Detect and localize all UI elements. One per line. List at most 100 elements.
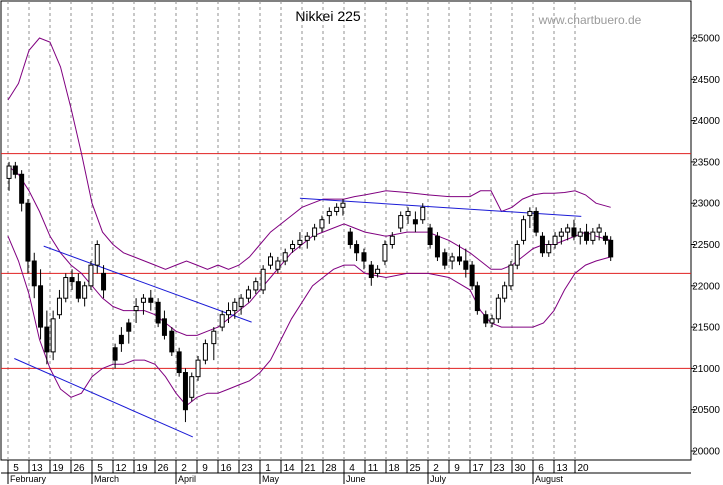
y-tick-label: 21500 [692,323,720,334]
candle-body [521,219,527,241]
y-tick-label: 22500 [692,240,720,251]
candle-body [202,343,208,361]
x-day-label: 23 [493,463,505,474]
candle-body [361,252,367,262]
trendline [43,245,252,323]
x-day-label: 28 [325,463,337,474]
candle-body [474,285,480,312]
candle-body [368,264,374,279]
candle-body [260,268,266,291]
candle-body [232,301,238,312]
x-day-label: 21 [304,463,316,474]
candle-body [584,231,590,241]
y-tick-label: 23000 [692,199,720,210]
candle-body [508,264,514,287]
candle-body [69,277,75,283]
x-day-label: 20 [577,463,589,474]
candle-body [514,244,520,266]
plot-frame [0,0,692,461]
candle-body [463,260,469,270]
candle-body [565,227,571,233]
bollinger-layer [7,37,611,407]
x-day-label: 25 [409,463,421,474]
y-tick-label: 21000 [692,364,720,375]
candle-body [483,314,489,324]
x-day-label: 9 [202,463,208,474]
candle-body [389,235,395,246]
x-day-label: 5 [13,463,19,474]
candle-body [282,252,288,262]
candle-body [63,277,69,299]
x-day-label: 12 [115,463,127,474]
candle-body [312,227,318,237]
candle-body [354,244,360,254]
candle-body [112,347,118,361]
candle-body [88,264,94,287]
candle-body [219,314,225,328]
candle-body [140,297,146,303]
candle-body [602,235,608,241]
candle-body [182,372,188,411]
candle-body [275,260,281,270]
y-tick-label: 24500 [692,75,720,86]
candle-body [434,235,440,258]
candle-body [469,264,475,287]
candle-body [12,165,18,175]
x-day-label: 18 [388,463,400,474]
candle-body [38,285,44,328]
x-day-label: 5 [97,463,103,474]
x-day-label: 30 [514,463,526,474]
x-day-label: 13 [31,463,43,474]
candle-body [590,231,596,241]
candle-body [442,252,448,266]
candle-body [211,330,217,345]
candle-body [238,297,244,307]
x-day-label: 13 [556,463,568,474]
candle-body [340,202,346,208]
candle-body [382,244,388,262]
candle-body [405,210,411,217]
x-day-label: 17 [472,463,484,474]
x-day-label: 16 [220,463,232,474]
x-day-label: 26 [157,463,169,474]
x-day-label: 19 [52,463,64,474]
bollinger-lower-line [7,236,611,407]
candle-body [101,272,107,291]
candle-body [245,289,251,299]
x-day-label: 11 [368,463,379,474]
candle-body [577,231,583,237]
candle-body [398,215,404,229]
candle-body [253,281,259,291]
trendline [14,358,194,438]
x-day-label: 1 [265,463,271,474]
x-month-label: March [94,474,119,484]
bollinger-upper-line [7,37,611,270]
axes-layer: 20000 20500 21000 21500 22000 22500 23000 23500… [1,34,720,484]
candle-body [533,210,539,233]
y-tick-label: 20000 [692,447,720,458]
candle-body [319,219,325,229]
candle-body [539,235,545,254]
candle-body [546,244,552,254]
candle-body [133,305,139,312]
y-tick-label: 22000 [692,281,720,292]
x-month-label: June [346,474,366,484]
x-month-label: April [178,474,196,484]
watermark: www.chartbuero.de [538,13,642,27]
candle-body [495,297,501,320]
y-tick-label: 20500 [692,405,720,416]
candle-body [148,297,154,303]
candle-body [334,206,340,212]
candle-body [25,202,31,262]
candle-body [420,206,426,221]
x-month-label: July [430,474,447,484]
candle-body [31,260,37,287]
candle-body [189,376,195,398]
candle-body [375,268,381,274]
candles-layer [6,161,614,423]
horizontal-lines-layer [1,153,691,369]
candle-body [552,235,558,246]
candle-body [19,173,25,204]
